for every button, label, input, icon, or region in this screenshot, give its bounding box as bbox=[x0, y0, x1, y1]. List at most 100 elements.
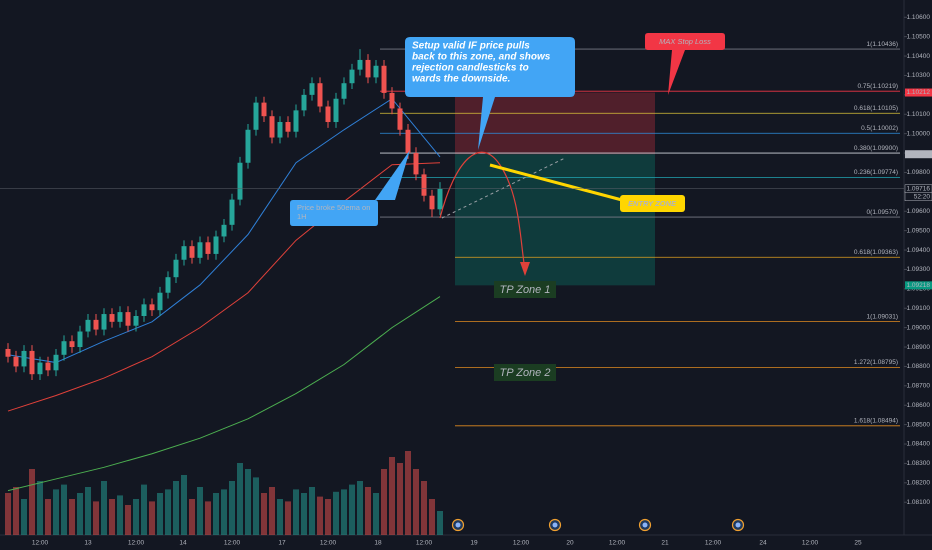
stop-callout bbox=[645, 33, 725, 95]
fib-label: 0(1.09570) bbox=[867, 209, 898, 216]
candle-body bbox=[61, 341, 67, 355]
volume-bar bbox=[93, 501, 99, 535]
tp-box bbox=[494, 281, 556, 298]
candle-body bbox=[93, 319, 99, 330]
volume-bar bbox=[157, 493, 163, 535]
volume-bar bbox=[77, 493, 83, 535]
candle-body bbox=[293, 110, 299, 132]
volume-bar bbox=[349, 484, 355, 535]
candle-body bbox=[229, 199, 235, 225]
volume-bar bbox=[269, 487, 275, 535]
volume-bar bbox=[29, 469, 35, 535]
candle-body bbox=[181, 246, 187, 260]
fib-label: 0.618(1.09363) bbox=[854, 249, 898, 256]
fib-label: 1(1.09031) bbox=[867, 313, 898, 320]
y-tick-label: 1.08400 bbox=[907, 441, 931, 448]
volume-bar bbox=[125, 505, 131, 535]
x-tick-label: 17 bbox=[278, 540, 286, 547]
volume-bar bbox=[221, 489, 227, 535]
x-tick-label: 12:00 bbox=[609, 540, 626, 547]
x-tick-label: 12:00 bbox=[128, 540, 145, 547]
volume-bar bbox=[437, 511, 443, 535]
candle-body bbox=[165, 277, 171, 293]
candle-body bbox=[277, 122, 283, 138]
candle-body bbox=[221, 224, 227, 237]
x-tick-label: 12:00 bbox=[802, 540, 819, 547]
setup-note: rejection candlesticks to bbox=[412, 63, 529, 74]
price-marker-label: 1.09218 bbox=[907, 282, 931, 289]
volume-bar bbox=[69, 499, 75, 535]
candle-body bbox=[357, 59, 363, 70]
x-tick-label: 14 bbox=[179, 540, 187, 547]
candle-body bbox=[437, 188, 443, 210]
candle-body bbox=[157, 292, 163, 311]
candle-body bbox=[325, 106, 331, 123]
price-marker bbox=[905, 88, 932, 97]
y-tick-label: 1.08600 bbox=[907, 402, 931, 409]
volume-bar bbox=[357, 481, 363, 535]
stop-note: MAX Stop Loss bbox=[659, 37, 711, 46]
x-tick-label: 13 bbox=[84, 540, 92, 547]
volume-bar bbox=[5, 493, 11, 535]
candle-body bbox=[237, 162, 243, 200]
dashed-line bbox=[441, 157, 566, 219]
y-tick-label: 1.09600 bbox=[907, 208, 931, 215]
candle-body bbox=[301, 94, 307, 111]
setup-note: Setup valid IF price pulls bbox=[412, 41, 530, 52]
x-tick-label: 19 bbox=[470, 540, 478, 547]
volume-bar bbox=[397, 463, 403, 535]
candle-body bbox=[197, 242, 203, 258]
volume-bar bbox=[365, 487, 371, 535]
candle-body bbox=[341, 83, 347, 99]
volume-bar bbox=[429, 499, 435, 535]
fib-label: 1.618(1.08494) bbox=[854, 418, 898, 425]
candle-body bbox=[253, 102, 259, 130]
candle-body bbox=[421, 174, 427, 196]
tp-note: TP Zone 1 bbox=[500, 284, 551, 296]
x-tick-label: 20 bbox=[566, 540, 574, 547]
event-icon-dot bbox=[642, 522, 648, 528]
y-tick-label: 1.10500 bbox=[907, 33, 931, 40]
candle-body bbox=[317, 83, 323, 107]
volume-bar bbox=[301, 493, 307, 535]
volume-bar bbox=[13, 487, 19, 535]
volume-bar bbox=[373, 493, 379, 535]
candle-body bbox=[77, 331, 83, 348]
y-tick-label: 1.08200 bbox=[907, 480, 931, 487]
volume-bar bbox=[61, 484, 67, 535]
price-marker-label: 1.10212 bbox=[907, 89, 931, 96]
x-tick-label: 12:00 bbox=[513, 540, 530, 547]
entry-note: ENTRY ZONE bbox=[628, 199, 677, 208]
candle-body bbox=[101, 314, 107, 330]
countdown: 52:20 bbox=[914, 193, 931, 200]
volume-bar bbox=[141, 484, 147, 535]
candle-body bbox=[117, 312, 123, 322]
candle-body bbox=[13, 356, 19, 367]
event-icon-dot bbox=[552, 522, 558, 528]
volume-bar bbox=[421, 481, 427, 535]
volume-bar bbox=[133, 499, 139, 535]
setup-note: back to this zone, and shows bbox=[412, 52, 551, 63]
y-tick-label: 1.08900 bbox=[907, 344, 931, 351]
tp-box bbox=[494, 364, 556, 381]
fib-label: 0.618(1.10105) bbox=[854, 105, 898, 112]
volume-bar bbox=[101, 481, 107, 535]
x-tick-label: 12:00 bbox=[32, 540, 49, 547]
volume-bar bbox=[149, 501, 155, 535]
y-tick-label: 1.10100 bbox=[907, 111, 931, 118]
candle-body bbox=[381, 65, 387, 93]
volume-bar bbox=[341, 489, 347, 535]
volume-bar bbox=[277, 499, 283, 535]
y-tick-label: 1.08800 bbox=[907, 363, 931, 370]
countdown-box bbox=[904, 192, 932, 201]
volume-bar bbox=[413, 469, 419, 535]
volume-bar bbox=[173, 481, 179, 535]
volume-bar bbox=[229, 481, 235, 535]
x-tick-label: 12:00 bbox=[705, 540, 722, 547]
setup-callout bbox=[405, 37, 575, 150]
volume-bar bbox=[237, 463, 243, 535]
candle-body bbox=[189, 246, 195, 258]
fib-label: 0.380(1.09900) bbox=[854, 145, 898, 152]
candle-body bbox=[205, 242, 211, 254]
